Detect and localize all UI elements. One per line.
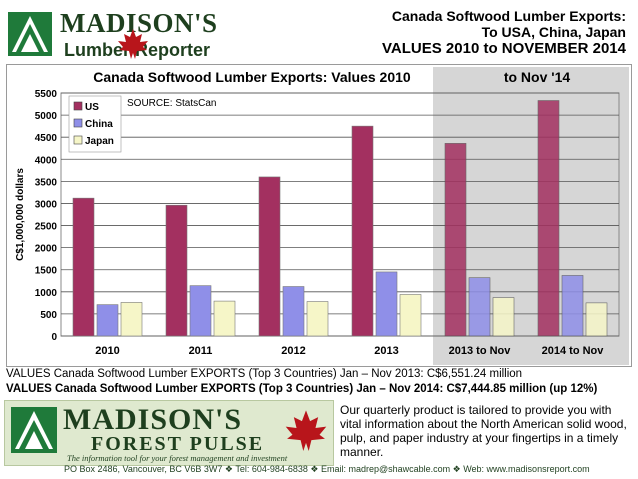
bar-japan: [120, 302, 143, 337]
summary-line-2014: VALUES Canada Softwood Lumber EXPORTS (T…: [6, 383, 598, 395]
bar-china: [282, 286, 305, 337]
bar-china: [561, 275, 584, 337]
y-tick-label: 3000: [35, 199, 58, 210]
x-tick-label: 2014 to Nov: [542, 345, 605, 357]
y-tick-label: 3500: [35, 177, 58, 188]
tree-logo-icon: [11, 407, 57, 453]
legend-label-us: US: [85, 102, 99, 113]
chart-title: Canada Softwood Lumber Exports: Values 2…: [93, 69, 411, 85]
bar-chart: 0 500 1000 1500 2000 2500 3000 3500 4000 4500 5000…: [15, 67, 629, 365]
header-title-line1: Canada Softwood Lumber Exports:: [391, 8, 626, 24]
y-tick-label: 4000: [35, 155, 58, 166]
bar-japan: [213, 300, 236, 337]
tree-logo-icon: [8, 12, 52, 56]
chart-source: SOURCE: StatsCan: [127, 98, 216, 109]
footer-brand-name: MADISON'S: [63, 403, 243, 436]
footer-brand-sub: FOREST PULSE: [91, 433, 265, 455]
bar-us: [537, 100, 560, 337]
x-tick-label: 2010: [95, 345, 119, 357]
y-tick-label: 0: [51, 332, 57, 343]
y-tick-label: 500: [40, 310, 57, 321]
bar-china: [189, 285, 212, 337]
y-tick-label: 1500: [35, 266, 58, 277]
legend-swatch-japan: [73, 135, 83, 145]
bar-us: [72, 197, 95, 337]
bar-china: [96, 304, 119, 337]
bar-japan: [306, 301, 329, 337]
footer: MADISON'S FOREST PULSE The information t…: [4, 400, 634, 476]
logo-name: MADISON'S: [60, 8, 218, 38]
legend-label-china: China: [85, 119, 113, 130]
chart-title-right: to Nov '14: [504, 69, 571, 85]
legend-swatch-china: [73, 118, 83, 128]
madisons-lumber-reporter-logo: MADISON'S Lumber Reporter: [8, 8, 217, 60]
bar-china: [468, 277, 491, 337]
maple-leaf-icon: [118, 29, 148, 59]
x-tick-label: 2011: [189, 345, 213, 357]
chart-frame: 0 500 1000 1500 2000 2500 3000 3500 4000 4500 5000…: [6, 64, 632, 367]
contact-line: PO Box 2486, Vancouver, BC V6B 3W7 ❖ Tel…: [64, 464, 590, 474]
x-tick-label: 2012: [281, 345, 305, 357]
y-tick-label: 5500: [35, 89, 58, 100]
bar-japan: [399, 294, 422, 337]
y-tick-label: 2000: [35, 244, 58, 255]
bar-japan: [492, 297, 515, 337]
maple-leaf-icon: [285, 410, 327, 451]
x-tick-label: 2013: [374, 345, 398, 357]
summary-line-2013: VALUES Canada Softwood Lumber EXPORTS (T…: [6, 368, 523, 380]
bar-us: [258, 176, 281, 337]
header-title-line2: To USA, China, Japan: [481, 24, 626, 40]
y-tick-label: 2500: [35, 222, 58, 233]
forest-pulse-banner: MADISON'S FOREST PULSE The information t…: [4, 400, 334, 466]
promo-text: Our quarterly product is tailored to pro…: [340, 403, 627, 459]
bar-japan: [585, 302, 608, 337]
y-tick-label: 5000: [35, 111, 58, 122]
footer-tagline: The information tool for your forest man…: [67, 453, 288, 463]
y-tick-label: 4500: [35, 133, 58, 144]
bar-us: [351, 125, 374, 337]
x-tick-label: 2013 to Nov: [449, 345, 512, 357]
y-tick-label: 1000: [35, 288, 58, 299]
bar-us: [165, 204, 188, 337]
bar-china: [375, 271, 398, 337]
legend-label-japan: Japan: [85, 136, 114, 147]
y-axis-label: C$1,000,000 dollars: [15, 168, 26, 261]
bar-us: [444, 143, 467, 337]
legend-swatch-us: [73, 101, 83, 111]
header-title-line3: VALUES 2010 to NOVEMBER 2014: [382, 40, 626, 57]
